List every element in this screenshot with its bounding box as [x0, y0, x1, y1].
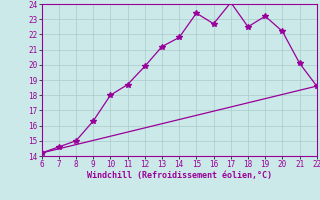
X-axis label: Windchill (Refroidissement éolien,°C): Windchill (Refroidissement éolien,°C) [87, 171, 272, 180]
